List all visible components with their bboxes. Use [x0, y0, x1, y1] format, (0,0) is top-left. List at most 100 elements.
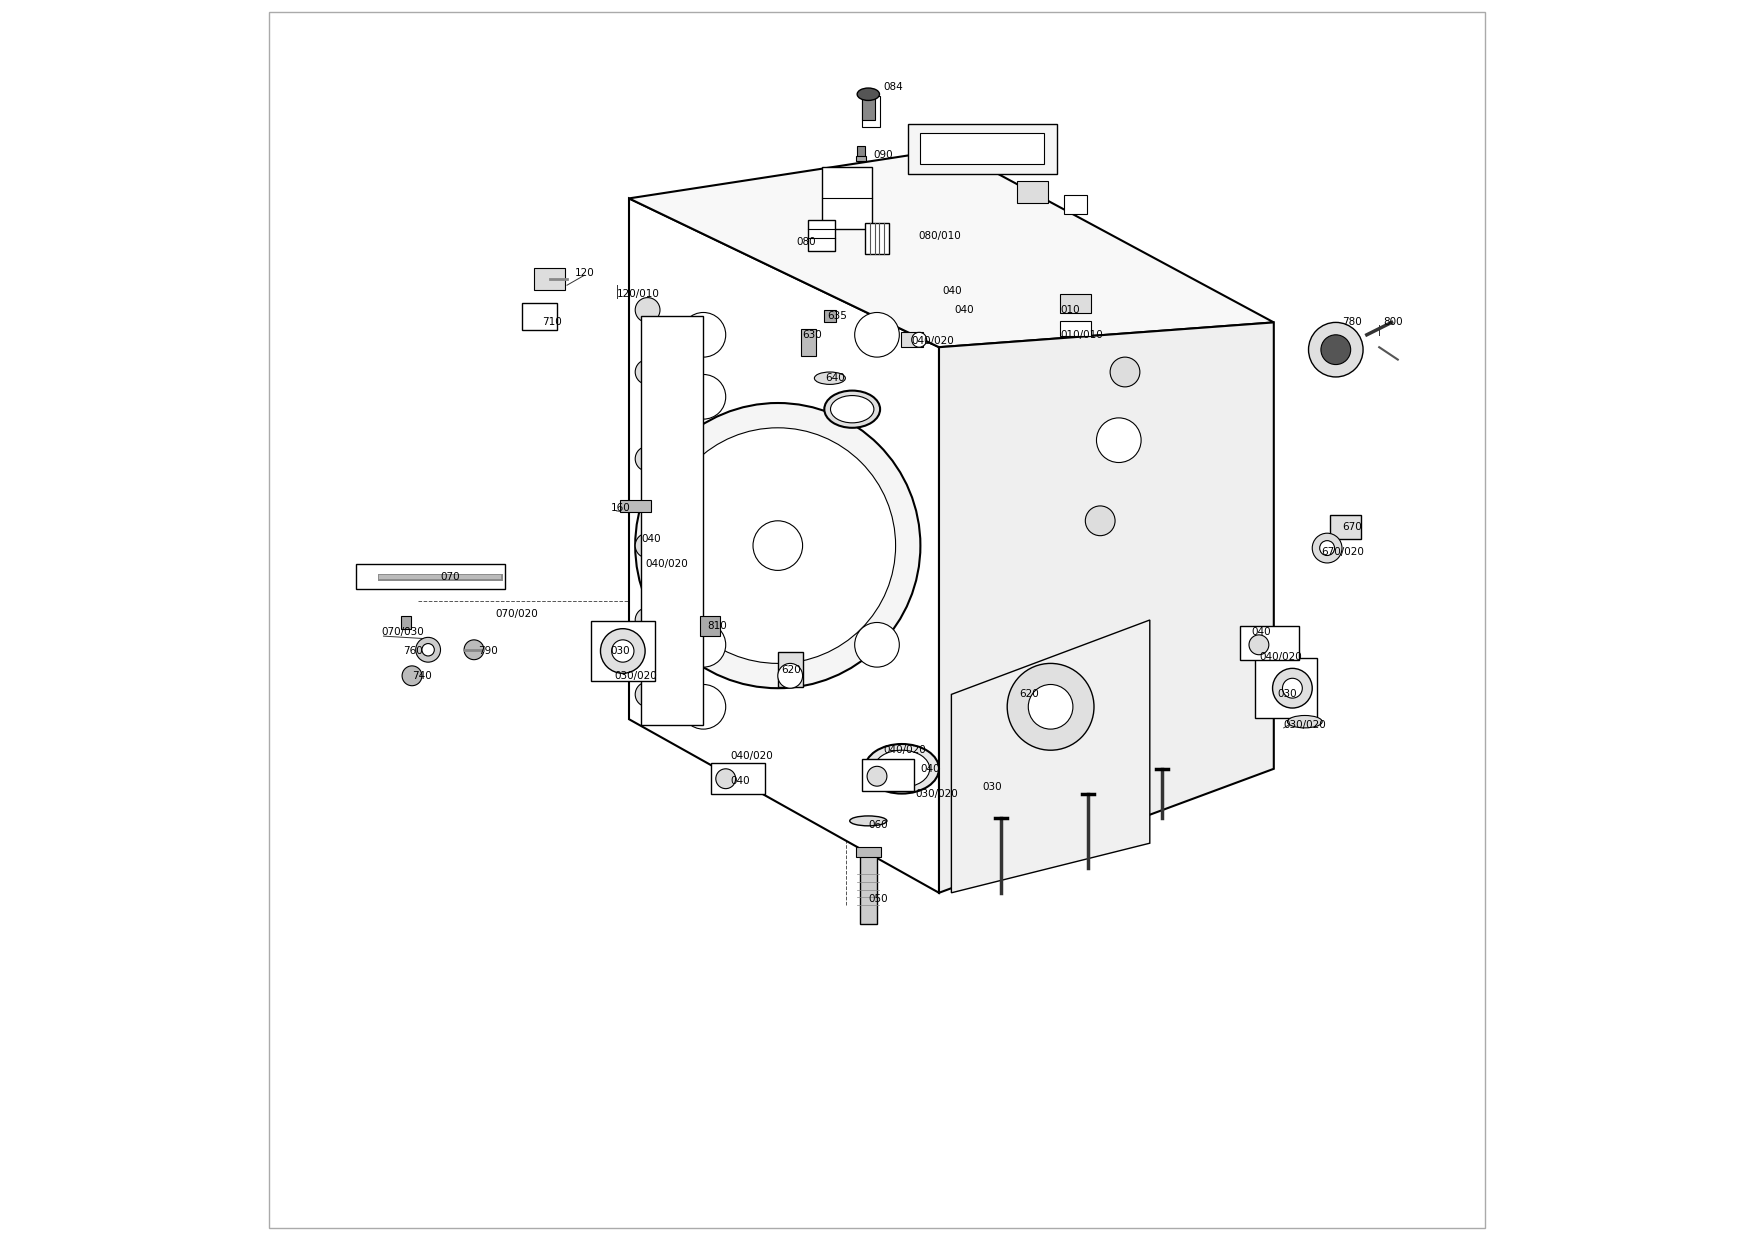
Bar [619, 500, 651, 512]
Circle shape [1282, 678, 1301, 698]
Circle shape [416, 637, 440, 662]
Circle shape [854, 312, 900, 357]
Bar [700, 616, 719, 636]
Text: 040: 040 [731, 776, 751, 786]
Text: 040: 040 [921, 764, 940, 774]
Bar [863, 98, 875, 120]
Polygon shape [630, 149, 1273, 347]
Circle shape [681, 622, 726, 667]
Text: 620: 620 [782, 665, 802, 675]
Text: 670: 670 [1342, 522, 1361, 532]
Text: 040: 040 [942, 286, 963, 296]
Ellipse shape [814, 372, 845, 384]
Circle shape [681, 684, 726, 729]
Text: 040: 040 [642, 534, 661, 544]
Text: 030: 030 [982, 782, 1002, 792]
Circle shape [660, 428, 896, 663]
Text: 070/020: 070/020 [495, 609, 538, 619]
Text: 084: 084 [884, 82, 903, 92]
Text: 030/020: 030/020 [916, 789, 958, 799]
Polygon shape [938, 322, 1273, 893]
Text: 080/010: 080/010 [917, 231, 961, 241]
Text: 670/020: 670/020 [1321, 547, 1365, 557]
Text: 040: 040 [1252, 627, 1272, 637]
Circle shape [635, 446, 660, 471]
Circle shape [402, 666, 423, 686]
Circle shape [866, 766, 888, 786]
Circle shape [1096, 418, 1142, 463]
Ellipse shape [849, 816, 888, 826]
Text: 060: 060 [868, 820, 888, 830]
Text: 030: 030 [610, 646, 630, 656]
Bar [591, 621, 654, 681]
Bar [1059, 321, 1091, 336]
Polygon shape [710, 763, 765, 794]
Bar [921, 133, 1044, 164]
Text: 080: 080 [796, 237, 816, 247]
Ellipse shape [858, 88, 879, 100]
Text: 040/020: 040/020 [1259, 652, 1301, 662]
Text: 070: 070 [440, 572, 460, 582]
Circle shape [423, 644, 435, 656]
Text: 810: 810 [707, 621, 726, 631]
Circle shape [465, 640, 484, 660]
Polygon shape [865, 223, 889, 254]
Text: 090: 090 [873, 150, 893, 160]
Text: 760: 760 [403, 646, 423, 656]
Circle shape [1312, 533, 1342, 563]
Text: 030/020: 030/020 [1284, 720, 1326, 730]
Circle shape [681, 374, 726, 419]
Bar [1256, 658, 1317, 718]
Polygon shape [863, 759, 914, 791]
Circle shape [1110, 357, 1140, 387]
Bar [523, 303, 558, 330]
Polygon shape [951, 620, 1151, 893]
Text: 780: 780 [1342, 317, 1361, 327]
Circle shape [635, 533, 660, 558]
Text: 030: 030 [1277, 689, 1298, 699]
Text: 160: 160 [610, 503, 630, 513]
Bar [861, 95, 881, 126]
Bar [535, 268, 565, 290]
Circle shape [854, 622, 900, 667]
Circle shape [635, 608, 660, 632]
Text: 030/020: 030/020 [614, 671, 656, 681]
Bar [823, 167, 872, 229]
Bar [642, 316, 703, 725]
Circle shape [1086, 506, 1116, 536]
Text: 050: 050 [868, 894, 888, 904]
Circle shape [1308, 322, 1363, 377]
Circle shape [912, 332, 926, 347]
Bar [1065, 196, 1086, 215]
Text: 120/010: 120/010 [617, 289, 660, 299]
Ellipse shape [824, 391, 881, 428]
Circle shape [716, 769, 735, 789]
Circle shape [635, 682, 660, 707]
Text: 800: 800 [1382, 317, 1403, 327]
Text: 635: 635 [828, 311, 847, 321]
Polygon shape [630, 198, 938, 893]
Bar [909, 124, 1058, 174]
Bar [859, 849, 877, 924]
Bar [856, 847, 881, 857]
Text: 620: 620 [1019, 689, 1040, 699]
Circle shape [681, 312, 726, 357]
Ellipse shape [865, 744, 938, 794]
Circle shape [1273, 668, 1312, 708]
Circle shape [600, 629, 645, 673]
Text: 630: 630 [803, 330, 823, 340]
Bar [1059, 294, 1091, 312]
Bar [856, 156, 866, 161]
Bar [802, 329, 816, 356]
Circle shape [1028, 684, 1073, 729]
Circle shape [1007, 663, 1094, 750]
Bar [1330, 515, 1361, 539]
Bar [900, 332, 923, 347]
Text: 790: 790 [477, 646, 498, 656]
Circle shape [635, 298, 660, 322]
Circle shape [1319, 541, 1335, 556]
Polygon shape [356, 564, 505, 589]
Text: 040: 040 [954, 305, 973, 315]
Bar [777, 652, 803, 687]
Circle shape [612, 640, 633, 662]
